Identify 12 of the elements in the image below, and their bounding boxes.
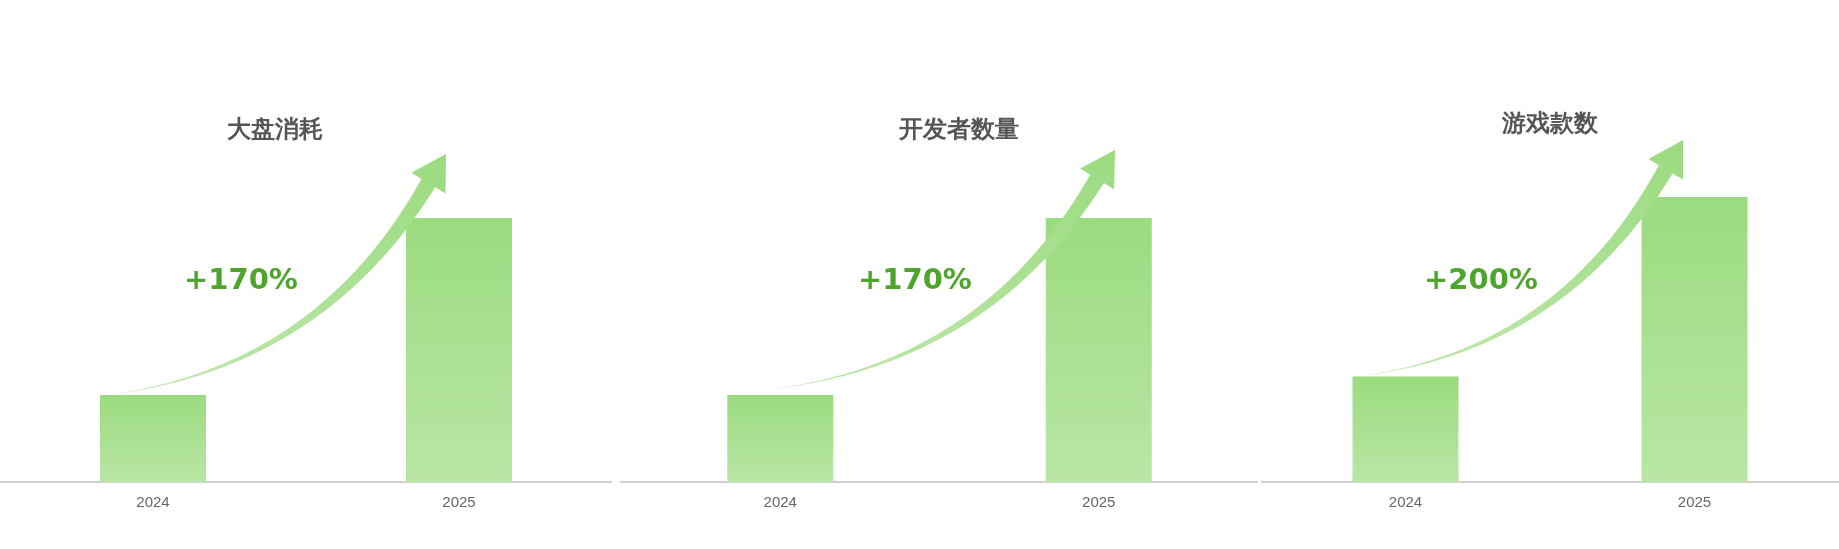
x-tick-label: 2024 (136, 493, 170, 510)
chart-title: 开发者数量 (898, 115, 1019, 143)
x-tick-label: 2025 (442, 493, 476, 510)
annotation: +170% (858, 261, 972, 296)
x-tick-label: 2024 (763, 493, 797, 510)
annotation: +200% (1424, 261, 1538, 296)
chart-title: 游戏款数 (1501, 109, 1599, 137)
x-tick-label: 2024 (1388, 493, 1423, 510)
x-tick-label: 2025 (1082, 493, 1116, 510)
x-tick-label: 2025 (1677, 493, 1712, 510)
annotation: +170% (184, 261, 298, 296)
chart-title: 大盘消耗 (227, 115, 323, 143)
